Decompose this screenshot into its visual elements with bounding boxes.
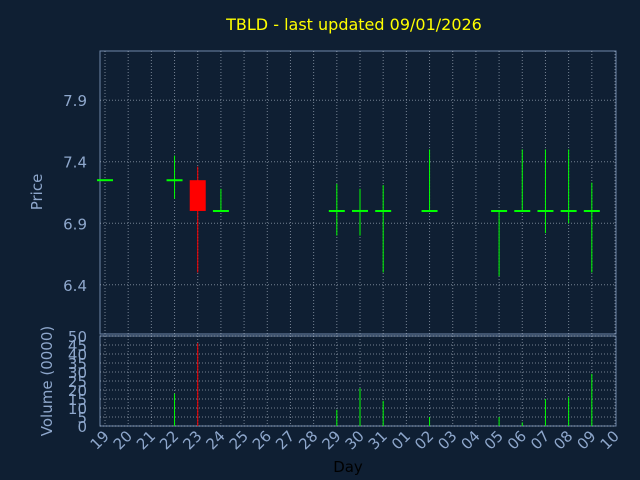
x-axis-label: Day (333, 458, 363, 476)
volume-tick-label: 20 (68, 382, 87, 400)
candle-body (189, 180, 206, 211)
x-tick-label: 10 (597, 427, 623, 453)
volume-tick-label: 10 (68, 400, 87, 418)
chart-title: TBLD - last updated 09/01/2026 (225, 15, 482, 34)
candles (97, 149, 600, 277)
volume-tick-label: 15 (68, 391, 87, 409)
volume-tick-label: 40 (68, 346, 87, 364)
grid-lines (100, 51, 616, 427)
volume-tick-label: 5 (77, 409, 87, 427)
price-tick-label: 7.4 (63, 154, 87, 172)
volume-axis-label: Volume (0000) (38, 326, 56, 436)
price-tick-label: 6.9 (63, 215, 87, 233)
volume-tick-label: 25 (68, 373, 87, 391)
price-tick-label: 6.4 (63, 277, 87, 295)
volume-bars (174, 343, 593, 426)
volume-tick-label: 50 (68, 328, 87, 346)
volume-tick-label: 0 (77, 418, 87, 436)
x-axis: 1920212223242526272829303101020304050607… (87, 427, 623, 453)
volume-tick-label: 30 (68, 364, 87, 382)
price-axis: 6.4 6.9 7.4 7.9 (63, 92, 87, 295)
price-panel (99, 50, 617, 335)
price-axis-label: Price (28, 174, 46, 211)
volume-tick-label: 35 (68, 355, 87, 373)
volume-tick-label: 45 (68, 337, 87, 355)
price-tick-label: 7.9 (63, 92, 87, 110)
